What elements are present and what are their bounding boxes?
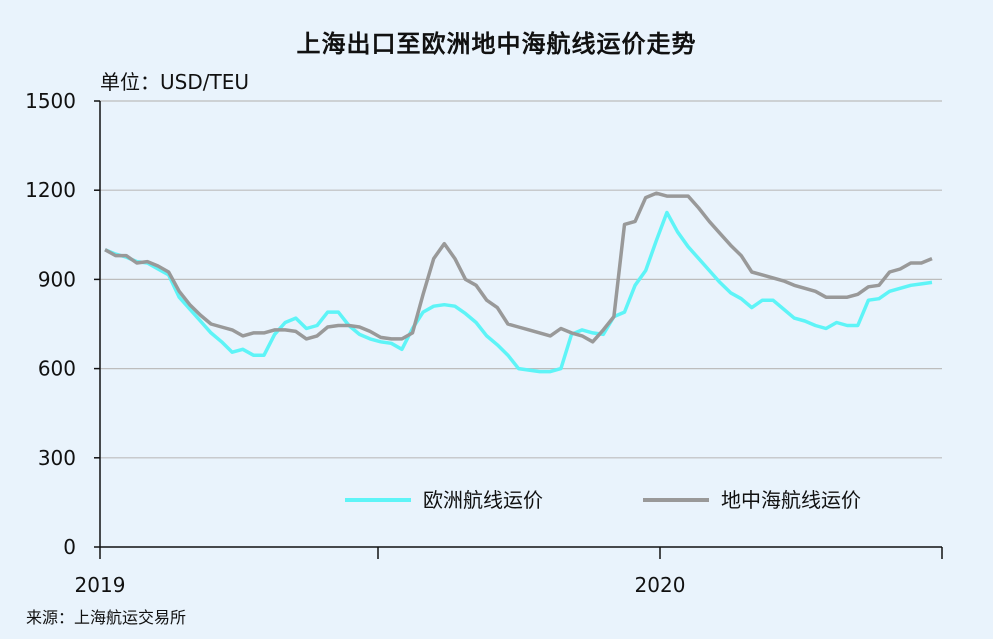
series-line-2 (104, 191, 933, 344)
y-tick-label: 600 (38, 357, 76, 381)
x-tick-label: 2019 (75, 573, 126, 597)
y-tick-label: 300 (38, 446, 76, 470)
y-tick-label: 900 (38, 267, 76, 291)
legend-label: 地中海航线运价 (721, 488, 861, 512)
x-tick-label: 2020 (635, 573, 686, 597)
unit-label: 单位：USD/TEU (100, 70, 249, 94)
y-tick-label: 1200 (25, 178, 76, 202)
legend-label: 欧洲航线运价 (423, 488, 543, 512)
y-tick-label: 1500 (25, 89, 76, 113)
chart-title: 上海出口至欧洲地中海航线运价走势 (296, 30, 697, 58)
y-tick-label: 0 (63, 535, 76, 559)
source-note: 来源：上海航运交易所 (26, 608, 187, 627)
series-line-1 (104, 210, 933, 374)
